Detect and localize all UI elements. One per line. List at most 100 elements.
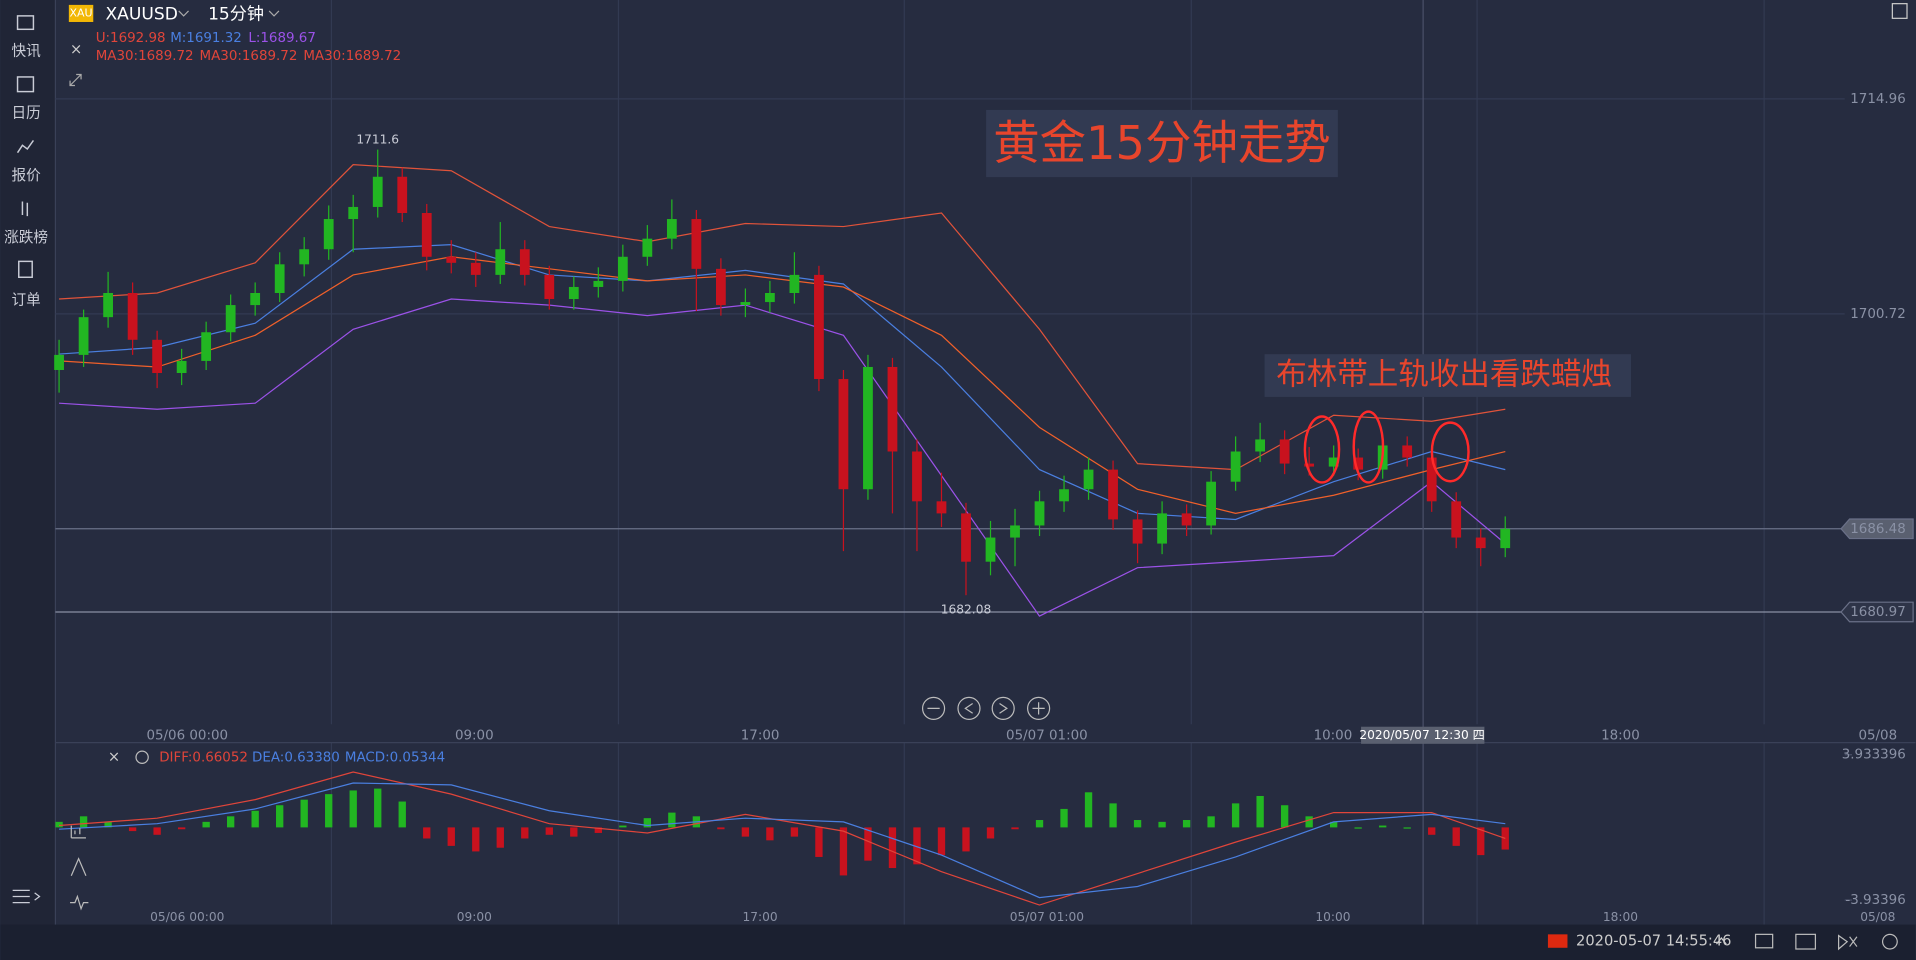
- candle-body: [544, 274, 555, 300]
- candle-body: [1034, 501, 1045, 526]
- candle-body: [715, 268, 726, 306]
- annotation-note: 布林带上轨收出看跌蜡烛: [1276, 358, 1612, 393]
- y-tick-label: 3.933396: [1842, 748, 1906, 763]
- candle-body: [593, 280, 604, 287]
- tool-icons[interactable]: [70, 825, 89, 911]
- x-tick-label: 18:00: [1601, 728, 1640, 743]
- collapse-button[interactable]: [69, 73, 82, 87]
- candle-body: [470, 262, 481, 275]
- candle-body: [1451, 501, 1462, 538]
- candle-body: [348, 206, 359, 220]
- candle-body: [838, 379, 849, 490]
- x-tick-label: 05/06 00:00: [146, 728, 228, 743]
- x-tick-label: 17:00: [743, 910, 778, 924]
- macd-bar: [913, 827, 921, 865]
- candle-body: [961, 513, 971, 562]
- macd-bar: [1109, 803, 1117, 828]
- period[interactable]: 15分钟: [208, 5, 264, 25]
- candle-body: [1328, 457, 1339, 467]
- macd-bar: [1256, 795, 1264, 828]
- candle-body: [1500, 528, 1511, 549]
- x-tick-label: 09:00: [457, 910, 492, 924]
- macd-bar: [374, 788, 382, 828]
- candle-body: [814, 274, 824, 380]
- candle-body: [1059, 489, 1069, 502]
- macd-bar: [472, 827, 480, 852]
- candle-body: [1181, 513, 1192, 526]
- crosshair-time: 2020/05/07 12:30 四: [1359, 728, 1484, 742]
- price-tag: [1840, 518, 1914, 540]
- plot: 05/06 00:00 05/06 00:00 09:00 09:00 17:00 17:…: [54, 0, 1914, 925]
- settings-button[interactable]: [135, 750, 149, 764]
- candle-body: [152, 339, 163, 374]
- macd-bar: [177, 827, 186, 830]
- go-start[interactable]: [957, 696, 981, 720]
- candle-body: [1206, 481, 1216, 526]
- zoom-in[interactable]: [1027, 696, 1051, 720]
- macd-bar: [1354, 827, 1362, 829]
- annotation-box: [986, 109, 1338, 178]
- screenshot-icon[interactable]: [1795, 933, 1817, 950]
- macd-bar: [1280, 805, 1289, 828]
- settings-icon[interactable]: [1881, 933, 1898, 950]
- macd-bar: [986, 827, 995, 839]
- candle-body: [1353, 457, 1364, 470]
- candle-body: [740, 302, 751, 306]
- macd-bar: [496, 827, 504, 848]
- layout-icon[interactable]: [1754, 933, 1774, 949]
- macd-bar: [619, 825, 627, 828]
- candle-body: [912, 451, 922, 502]
- sidebar-item[interactable]: 报价: [11, 167, 41, 184]
- candle-body: [250, 293, 261, 306]
- expand-arrow[interactable]: [1715, 937, 1727, 945]
- window-button[interactable]: [1891, 3, 1908, 19]
- macd-bar: [741, 827, 750, 837]
- candle-body: [519, 249, 530, 275]
- macd-bar: [1477, 827, 1485, 856]
- macd-bar: [325, 794, 333, 828]
- macd-bar: [1428, 827, 1436, 835]
- macd-bar: [226, 816, 235, 828]
- x-tick-label: 18:00: [1603, 910, 1638, 924]
- ma-label: MA30:1689.72: [96, 49, 194, 64]
- circle: [1352, 410, 1385, 484]
- candle-body: [103, 293, 113, 318]
- macd-bar: [594, 827, 602, 833]
- zoom-out[interactable]: [921, 696, 946, 720]
- macd-bar: [766, 827, 774, 841]
- candle-body: [789, 274, 800, 294]
- symbol[interactable]: XAUUSD: [105, 5, 177, 25]
- y-tick-label: 1680.97: [1850, 605, 1906, 620]
- y-tick-label: 1700.72: [1850, 307, 1906, 322]
- rank-icon: [21, 201, 29, 217]
- macd-bar: [815, 827, 823, 857]
- close-button[interactable]: ×: [108, 748, 120, 765]
- x-tick-label: 05/08: [1860, 910, 1895, 924]
- macd-bar: [864, 827, 872, 861]
- macd-bar: [521, 827, 529, 839]
- status-icons: [1754, 933, 1898, 951]
- x-tick-label: 17:00: [741, 728, 780, 743]
- candle-body: [863, 366, 873, 490]
- macd-bar: [1060, 808, 1068, 828]
- menu-button[interactable]: [12, 889, 41, 904]
- go-end[interactable]: [991, 696, 1015, 720]
- close-button[interactable]: ×: [70, 41, 82, 58]
- sidebar-item[interactable]: 快讯: [11, 42, 41, 59]
- candle-body: [201, 332, 212, 361]
- candle-body: [1010, 525, 1020, 538]
- candle-body: [642, 238, 653, 257]
- ma-label: MA30:1689.72: [200, 49, 298, 64]
- sidebar-item[interactable]: 订单: [11, 291, 40, 308]
- ma-label: MA30:1689.72: [303, 49, 401, 64]
- sidebar-item[interactable]: 日历: [11, 105, 40, 122]
- macd-line: [59, 771, 1506, 906]
- mute-icon[interactable]: [1838, 934, 1858, 951]
- candle-body: [274, 264, 285, 294]
- macd-bar: [1011, 827, 1019, 830]
- x-tick-label: 05/07 01:00: [1006, 728, 1088, 743]
- sidebar-item[interactable]: 涨跌榜: [4, 229, 48, 246]
- low-label: 1682.08: [941, 602, 991, 616]
